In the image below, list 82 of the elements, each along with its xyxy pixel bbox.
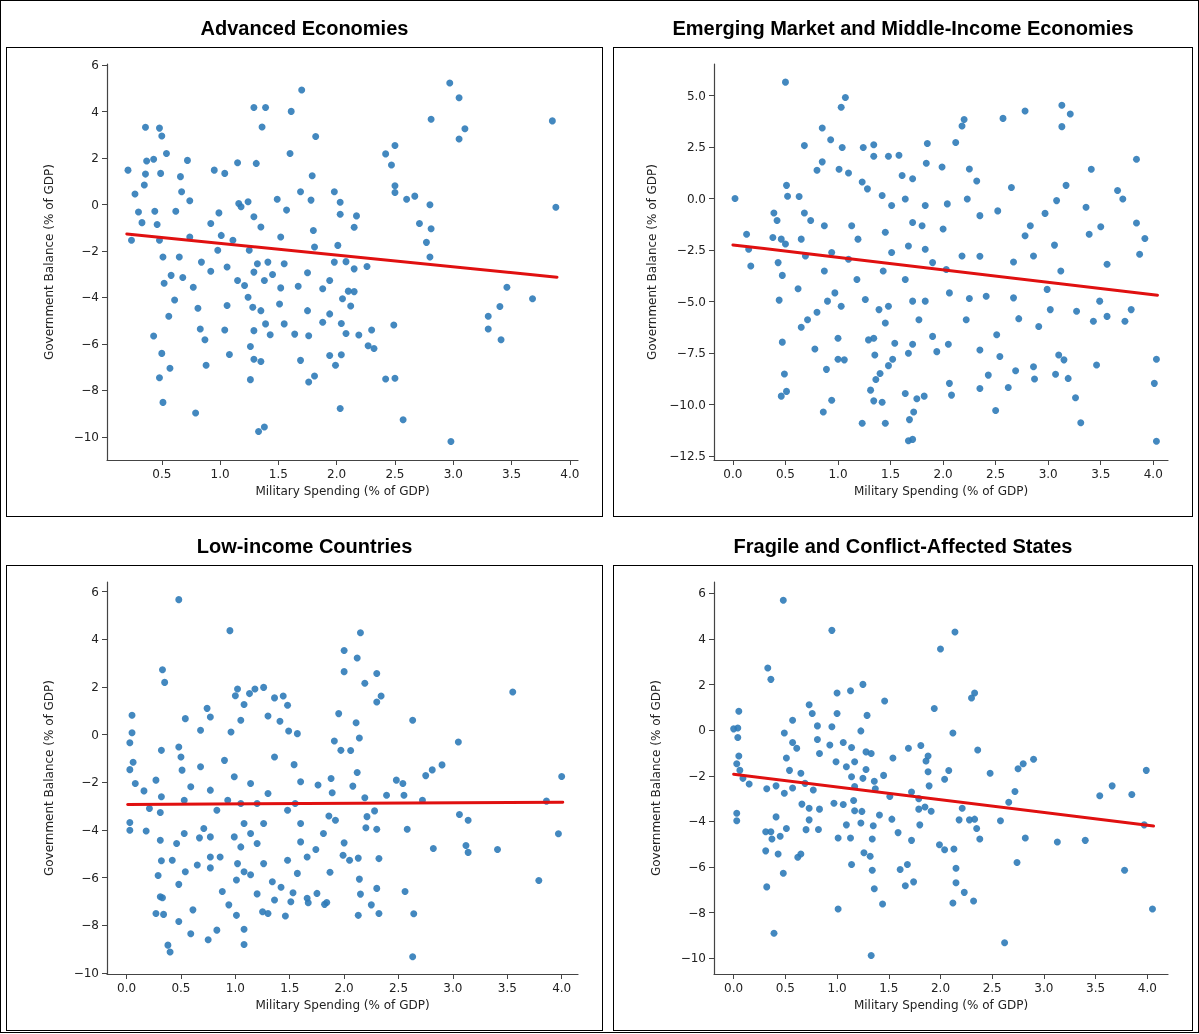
y-tick-label: −4 bbox=[688, 814, 706, 829]
x-tick-label: 3.0 bbox=[443, 981, 463, 995]
y-tick-label: −2 bbox=[688, 768, 706, 783]
x-axis-title: Military Spending (% of GDP) bbox=[255, 483, 430, 498]
y-tick-label: −8 bbox=[688, 905, 706, 920]
x-tick-label: 1.5 bbox=[879, 981, 899, 995]
y-tick-label: −2.5 bbox=[676, 243, 706, 258]
y-tick-label: 4 bbox=[91, 104, 99, 119]
y-tick-label: 4 bbox=[698, 632, 706, 647]
y-tick-label: −8 bbox=[81, 383, 99, 398]
y-tick-label: 4 bbox=[91, 632, 99, 647]
x-axis-title: Military Spending (% of GDP) bbox=[853, 483, 1029, 498]
y-axis-title: Government Balance (% of GDP) bbox=[645, 163, 660, 361]
y-tick-label: 6 bbox=[698, 586, 706, 601]
y-axis-title: Government Balance (% of GDP) bbox=[649, 679, 663, 877]
x-tick-label: 0.5 bbox=[775, 467, 796, 481]
y-tick-label: −6 bbox=[81, 870, 99, 885]
y-tick-label: −10 bbox=[73, 966, 99, 981]
x-tick-label: 1.5 bbox=[280, 981, 300, 995]
x-tick-label: 2.5 bbox=[982, 981, 1002, 995]
y-tick-label: 6 bbox=[91, 58, 99, 73]
x-tick-label: 3.0 bbox=[1038, 467, 1058, 481]
y-tick-label: −4 bbox=[81, 822, 99, 837]
y-tick-label: −6 bbox=[81, 336, 99, 351]
x-tick-label: 2.0 bbox=[930, 981, 951, 995]
y-tick-label: 5.0 bbox=[686, 88, 706, 103]
chart-title: Low-income Countries bbox=[195, 535, 414, 558]
x-tick-label: 2.5 bbox=[385, 467, 405, 481]
x-tick-label: 0.0 bbox=[723, 467, 743, 481]
x-tick-label: 1.0 bbox=[225, 981, 245, 995]
x-tick-label: 2.5 bbox=[986, 467, 1006, 481]
y-tick-label: −4 bbox=[81, 290, 99, 305]
x-axis-title: Military Spending (% of GDP) bbox=[853, 997, 1029, 1012]
x-tick-label: 2.0 bbox=[933, 467, 953, 481]
x-tick-label: 3.5 bbox=[502, 467, 522, 481]
y-tick-label: −2 bbox=[81, 243, 99, 258]
y-tick-label: −10 bbox=[680, 951, 706, 966]
chart-title: Emerging Market and Middle-Income Economies bbox=[671, 17, 1135, 40]
x-tick-label: 1.5 bbox=[881, 467, 901, 481]
x-tick-label: 2.5 bbox=[388, 981, 409, 995]
y-tick-label: −10.0 bbox=[669, 397, 706, 412]
x-tick-label: 4.0 bbox=[1137, 981, 1157, 995]
y-tick-label: −7.5 bbox=[676, 346, 706, 361]
x-tick-label: 4.0 bbox=[552, 981, 572, 995]
y-tick-label: 0 bbox=[698, 723, 706, 738]
y-tick-label: 0 bbox=[91, 197, 99, 212]
y-tick-label: 2 bbox=[698, 677, 706, 692]
x-axis-title: Military Spending (% of GDP) bbox=[255, 997, 430, 1012]
y-tick-label: 6 bbox=[91, 584, 99, 599]
x-tick-label: 0.5 bbox=[775, 981, 795, 995]
x-tick-label: 4.0 bbox=[560, 467, 580, 481]
x-tick-label: 1.0 bbox=[828, 467, 848, 481]
x-tick-label: 3.5 bbox=[1091, 467, 1111, 481]
y-tick-label: 2 bbox=[91, 679, 99, 694]
y-tick-label: −2 bbox=[81, 775, 99, 790]
x-tick-label: 0.0 bbox=[117, 981, 137, 995]
x-tick-label: 3.5 bbox=[1086, 981, 1106, 995]
x-tick-label: 4.0 bbox=[1143, 467, 1163, 481]
x-tick-label: 0.5 bbox=[152, 467, 172, 481]
y-axis-title: Government Balance (% of GDP) bbox=[42, 679, 56, 877]
x-tick-label: 0.0 bbox=[724, 981, 744, 995]
x-tick-label: 1.0 bbox=[210, 467, 230, 481]
chart-title: Advanced Economies bbox=[199, 17, 410, 40]
y-axis-title: Government Balance (% of GDP) bbox=[42, 163, 56, 361]
x-tick-label: 1.0 bbox=[827, 981, 847, 995]
y-tick-label: 2 bbox=[91, 151, 99, 166]
y-tick-label: 0.0 bbox=[686, 191, 706, 206]
y-tick-label: −12.5 bbox=[669, 449, 706, 464]
x-tick-label: 3.0 bbox=[443, 467, 463, 481]
y-tick-label: −6 bbox=[688, 860, 706, 875]
x-tick-label: 3.0 bbox=[1034, 981, 1054, 995]
y-tick-label: −10 bbox=[73, 429, 99, 444]
x-tick-label: 1.5 bbox=[268, 467, 288, 481]
x-tick-label: 0.5 bbox=[171, 981, 191, 995]
y-tick-label: −8 bbox=[81, 918, 99, 933]
x-tick-label: 3.5 bbox=[497, 981, 517, 995]
y-tick-label: 0 bbox=[91, 727, 99, 742]
y-tick-label: −5.0 bbox=[676, 294, 706, 309]
y-tick-label: 2.5 bbox=[686, 140, 706, 155]
x-tick-label: 2.0 bbox=[327, 467, 347, 481]
chart-title: Fragile and Conflict-Affected States bbox=[732, 535, 1074, 558]
x-tick-label: 2.0 bbox=[334, 981, 354, 995]
